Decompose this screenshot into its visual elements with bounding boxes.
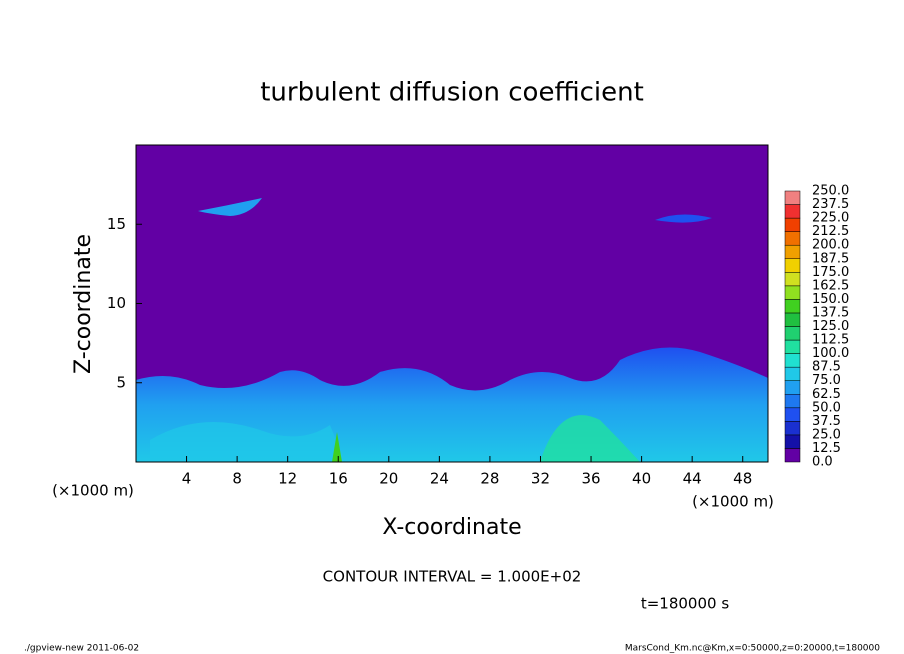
field: [136, 198, 768, 462]
colorbar-label: 12.5: [812, 441, 841, 456]
colorbar-label: 212.5: [812, 224, 849, 239]
colorbar-box: [784, 299, 801, 314]
footer-right: MarsCond_Km.nc@Km,x=0:50000,z=0:20000,t=…: [625, 644, 880, 654]
colorbar-label: 225.0: [812, 211, 849, 226]
colorbar-label: 187.5: [812, 251, 849, 266]
colorbar-box: [784, 258, 801, 273]
x-tick-label: 28: [480, 470, 499, 488]
x-tick-label: 44: [683, 470, 702, 488]
colorbar-label: 250.0: [812, 184, 849, 199]
colorbar-label: 112.5: [812, 333, 849, 348]
colorbar-label: 200.0: [812, 238, 849, 253]
x-tick-label: 40: [632, 470, 651, 488]
colorbar-box: [784, 244, 801, 259]
colorbar-label: 62.5: [812, 387, 841, 402]
x-tick-label: 16: [329, 470, 348, 488]
x-tick-label: 36: [581, 470, 600, 488]
contour-interval: CONTOUR INTERVAL = 1.000E+02: [323, 568, 582, 586]
colorbar-box: [784, 285, 801, 300]
colorbar-box: [784, 380, 801, 395]
x-tick-label: 4: [182, 470, 192, 488]
x-tick-label: 32: [531, 470, 550, 488]
x-tick-label: 20: [379, 470, 398, 488]
y-tick-label: 15: [107, 215, 126, 233]
colorbar-box: [784, 366, 801, 381]
colorbar-label: 37.5: [812, 414, 841, 429]
colorbar-label: 25.0: [812, 427, 841, 442]
x-tick-label: 12: [278, 470, 297, 488]
colorbar-label: 87.5: [812, 360, 841, 375]
colorbar-box: [784, 394, 801, 409]
y-tick-label: 10: [107, 294, 126, 312]
colorbar-label: 150.0: [812, 292, 849, 307]
colorbar-box: [784, 434, 801, 449]
colorbar-box: [784, 272, 801, 287]
x-unit-label: (×1000 m): [52, 482, 134, 500]
x-tick-label: 24: [430, 470, 449, 488]
colorbar-box: [784, 353, 801, 368]
colorbar-label: 175.0: [812, 265, 849, 280]
colorbar-label: 50.0: [812, 400, 841, 415]
colorbar-box: [784, 312, 801, 327]
footer-left: ./gpview-new 2011-06-02: [24, 644, 139, 654]
colorbar-label: 237.5: [812, 197, 849, 212]
y-tick-label: 5: [116, 373, 126, 391]
chart-title: turbulent diffusion coefficient: [260, 78, 644, 108]
colorbar-box: [784, 217, 801, 232]
colorbar-label: 137.5: [812, 305, 849, 320]
x-tick-label: 8: [232, 470, 242, 488]
colorbar-label: 162.5: [812, 278, 849, 293]
colorbar-box: [784, 421, 801, 436]
colorbar-box: [784, 204, 801, 219]
colorbar-label: 0.0: [812, 455, 833, 470]
x-axis-label: X-coordinate: [382, 515, 521, 540]
colorbar-box: [784, 448, 801, 463]
x-tick-label: 48: [733, 470, 752, 488]
colorbar-box: [784, 407, 801, 422]
colorbar-box: [784, 326, 801, 341]
colorbar-box: [784, 231, 801, 246]
colorbar-box: [784, 339, 801, 354]
time-label: t=180000 s: [641, 595, 729, 613]
colorbar-label: 75.0: [812, 373, 841, 388]
x-unit-label: (×1000 m): [692, 493, 774, 511]
y-axis-label: Z-coordinate: [71, 234, 96, 374]
colorbar-box: [784, 190, 801, 205]
colorbar-label: 125.0: [812, 319, 849, 334]
colorbar-label: 100.0: [812, 346, 849, 361]
